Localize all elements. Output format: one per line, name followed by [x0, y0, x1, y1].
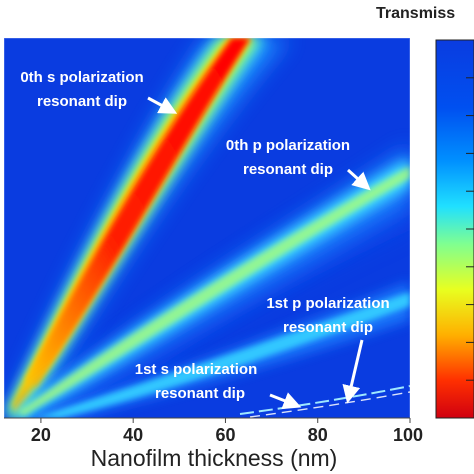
band-1st-s-polarization: [239, 385, 410, 418]
x-tick-group: 20 40 60 80 100: [31, 418, 423, 445]
annotation-0th-p: 0th p polarization resonant dip: [226, 137, 371, 191]
annotation-0th-s-arrow: [147, 96, 178, 114]
x-axis-title: Nanofilm thickness (nm): [91, 445, 338, 471]
annotation-0th-p-arrow: [346, 168, 371, 191]
annotation-0th-p-line1: 0th p polarization: [226, 137, 350, 154]
band-0th-s-polarization: [4, 38, 290, 418]
annotation-0th-s-line2: resonant dip: [37, 93, 127, 110]
colorbar-ticks: [466, 39, 474, 419]
x-tick-label: 80: [308, 425, 328, 445]
annotation-1st-s: 1st s polarization resonant dip: [135, 361, 302, 410]
x-tick-label: 100: [393, 425, 423, 445]
heatmap-bands: [4, 38, 410, 418]
x-tick-label: 20: [31, 425, 51, 445]
colorbar-title: Transmiss: [376, 5, 455, 22]
annotation-1st-p-line1: 1st p polarization: [266, 295, 389, 312]
annotation-0th-s: 0th s polarization resonant dip: [20, 69, 178, 114]
annotation-1st-s-line1: 1st s polarization: [135, 361, 258, 378]
heatmap-plot-area: [3, 37, 411, 419]
colorbar: Transmiss: [376, 5, 474, 419]
x-tick-label: 60: [215, 425, 235, 445]
annotation-0th-p-line2: resonant dip: [243, 161, 333, 178]
x-tick-label: 40: [123, 425, 143, 445]
band-0th-p-polarization: [10, 145, 410, 418]
annotation-1st-p: 1st p polarization resonant dip: [266, 295, 390, 404]
x-axis: 20 40 60 80 100 Nanofilm thickness (nm): [4, 417, 423, 471]
annotation-1st-p-line2: resonant dip: [283, 319, 373, 336]
annotation-1st-s-arrow: [269, 392, 302, 410]
annotation-1st-s-line2: resonant dip: [155, 385, 245, 402]
annotation-1st-p-arrow: [342, 339, 364, 404]
annotations: 0th s polarization resonant dip 0th p po…: [20, 69, 390, 410]
annotation-0th-s-line1: 0th s polarization: [20, 69, 143, 86]
